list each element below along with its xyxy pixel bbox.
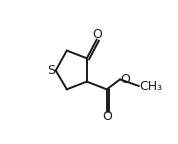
Text: O: O	[92, 28, 102, 41]
Text: CH₃: CH₃	[139, 79, 163, 93]
Text: O: O	[102, 110, 112, 123]
Text: S: S	[47, 64, 55, 77]
Text: O: O	[121, 73, 130, 86]
